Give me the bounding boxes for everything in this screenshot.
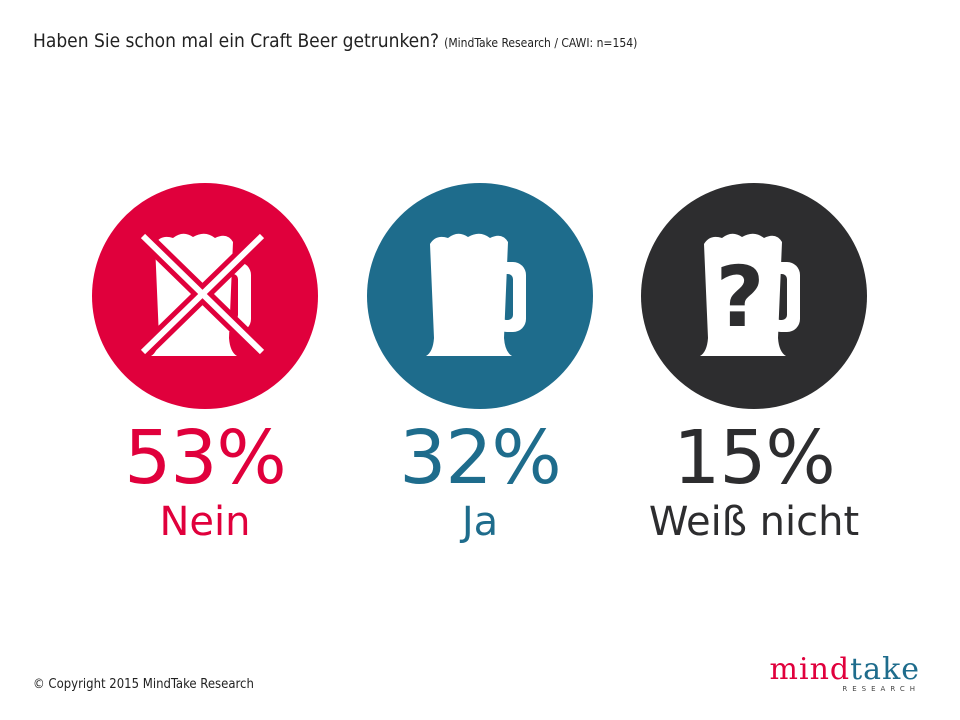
- category-1: 53%Nein: [92, 183, 318, 545]
- category-label: Nein: [160, 499, 251, 545]
- value-label: 32%: [399, 415, 560, 501]
- beer-mug-question-icon: ?: [700, 233, 800, 356]
- category-2: 32%Ja: [367, 183, 593, 545]
- question-mark-glyph: ?: [716, 248, 765, 346]
- crossed-beer-mug-icon: [137, 230, 268, 358]
- logo-brand-part-2: take: [850, 652, 920, 687]
- title-text: Haben Sie schon mal ein Craft Beer getru…: [33, 30, 440, 52]
- category-3: ? 15%Weiß nicht: [641, 183, 867, 545]
- category-label: Ja: [459, 499, 498, 545]
- title-note: (MindTake Research / CAWI: n=154): [444, 36, 638, 50]
- category-label: Weiß nicht: [649, 499, 859, 545]
- chart-title: Haben Sie schon mal ein Craft Beer getru…: [33, 30, 637, 52]
- value-label: 15%: [673, 415, 834, 501]
- mug-body: [426, 233, 512, 356]
- value-label: 53%: [124, 415, 285, 501]
- mug-body: [700, 233, 786, 356]
- mindtake-logo: mindtake RESEARCH: [770, 655, 920, 694]
- cross-line: [140, 233, 265, 355]
- beer-mug-icon: [426, 233, 526, 356]
- logo-wordmark: mindtake: [770, 655, 920, 685]
- copyright-notice: © Copyright 2015 MindTake Research: [33, 677, 254, 692]
- logo-subtitle: RESEARCH: [842, 685, 920, 693]
- logo-brand-part-1: mind: [769, 652, 851, 687]
